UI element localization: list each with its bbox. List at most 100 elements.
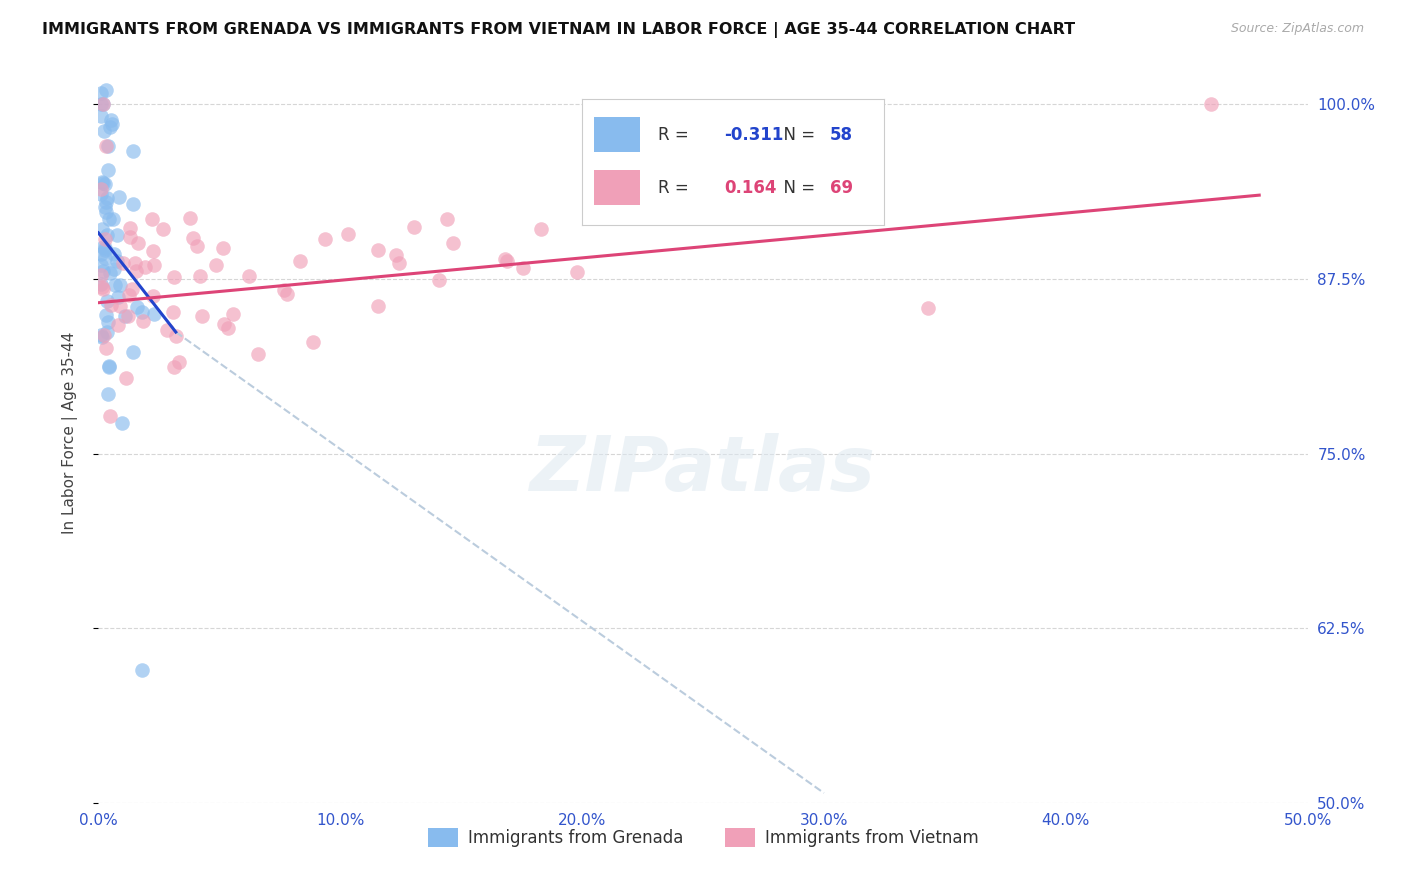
Point — [111, 256, 134, 270]
Point — [93, 264, 115, 278]
Point — [107, 318, 129, 332]
Point — [96, 227, 118, 242]
Point — [90, 87, 112, 101]
Point — [127, 301, 149, 315]
Point — [162, 305, 184, 319]
Y-axis label: In Labor Force | Age 35-44: In Labor Force | Age 35-44 — [62, 332, 77, 533]
Point — [90, 268, 112, 283]
Point — [134, 260, 156, 275]
Point — [132, 314, 155, 328]
Point — [124, 256, 146, 270]
Point — [97, 315, 120, 329]
Point — [97, 138, 120, 153]
Point — [565, 265, 588, 279]
Point — [114, 309, 136, 323]
Point — [367, 298, 389, 312]
Point — [529, 222, 551, 236]
Point — [142, 307, 165, 321]
Point — [91, 282, 114, 296]
Point — [118, 288, 141, 302]
Point — [441, 235, 464, 250]
Point — [90, 182, 112, 196]
Point — [276, 286, 298, 301]
Point — [104, 277, 127, 292]
Point — [167, 355, 190, 369]
Point — [337, 227, 360, 242]
Point — [96, 325, 118, 339]
Point — [90, 277, 112, 291]
Point — [98, 266, 121, 280]
Point — [124, 264, 146, 278]
Point — [90, 258, 112, 272]
Point — [98, 409, 121, 424]
Point — [108, 299, 131, 313]
Point — [91, 176, 114, 190]
Point — [290, 254, 312, 268]
Point — [155, 323, 177, 337]
Point — [114, 371, 136, 385]
Point — [427, 273, 450, 287]
Point — [90, 327, 112, 342]
Point — [117, 309, 139, 323]
Point — [90, 97, 112, 112]
Text: Source: ZipAtlas.com: Source: ZipAtlas.com — [1230, 22, 1364, 36]
Point — [98, 360, 121, 375]
Point — [96, 342, 118, 356]
Point — [94, 139, 117, 153]
Point — [142, 244, 165, 258]
Point — [91, 239, 114, 253]
Point — [93, 177, 115, 191]
Point — [90, 330, 112, 344]
Point — [101, 211, 124, 226]
Point — [188, 268, 211, 283]
Point — [191, 309, 214, 323]
Point — [246, 347, 269, 361]
Point — [131, 663, 153, 677]
Point — [121, 282, 143, 296]
Point — [94, 241, 117, 255]
Point — [96, 194, 118, 209]
Point — [105, 254, 128, 268]
Point — [100, 298, 122, 312]
Point — [103, 246, 125, 260]
Point — [166, 329, 188, 343]
Point — [100, 117, 122, 131]
Point — [131, 305, 153, 319]
Point — [96, 293, 118, 308]
Point — [494, 252, 516, 266]
Text: ZIPatlas: ZIPatlas — [530, 433, 876, 507]
Point — [90, 175, 112, 189]
Point — [93, 232, 115, 246]
Point — [105, 228, 128, 243]
Point — [212, 241, 235, 255]
Point — [90, 246, 112, 260]
Point — [404, 220, 426, 235]
Point — [97, 163, 120, 178]
Point — [163, 360, 186, 375]
Point — [98, 211, 121, 226]
Point — [90, 109, 112, 123]
Point — [96, 204, 118, 219]
Point — [214, 317, 236, 331]
Point — [94, 83, 117, 97]
Point — [111, 416, 134, 430]
Point — [90, 186, 112, 201]
Point — [94, 243, 117, 257]
Point — [91, 97, 114, 112]
Point — [163, 270, 186, 285]
Point — [385, 248, 408, 262]
Point — [179, 211, 201, 225]
Point — [496, 253, 519, 268]
Point — [100, 113, 122, 128]
Point — [98, 120, 121, 134]
Point — [181, 231, 204, 245]
Point — [118, 221, 141, 235]
Point — [96, 191, 118, 205]
Point — [94, 200, 117, 214]
Point — [121, 196, 143, 211]
Point — [205, 258, 228, 272]
Text: IMMIGRANTS FROM GRENADA VS IMMIGRANTS FROM VIETNAM IN LABOR FORCE | AGE 35-44 CO: IMMIGRANTS FROM GRENADA VS IMMIGRANTS FR… — [42, 22, 1076, 38]
Point — [96, 309, 118, 323]
Point — [107, 290, 129, 304]
Point — [222, 307, 245, 321]
